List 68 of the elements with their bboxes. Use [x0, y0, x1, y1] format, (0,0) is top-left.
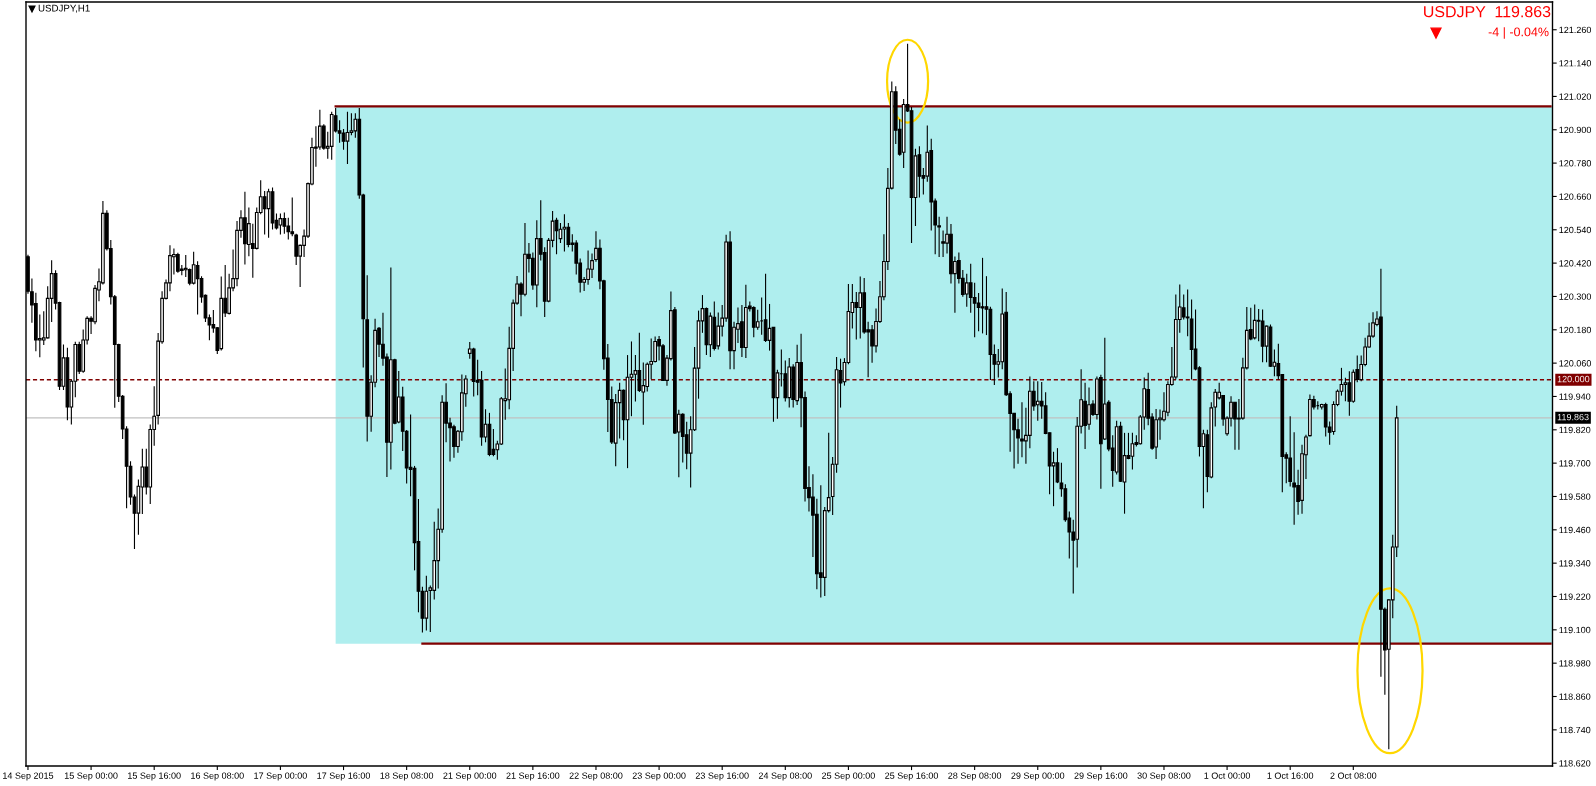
- candlestick: [1087, 387, 1091, 431]
- y-tick-label: 120.540: [1559, 226, 1592, 234]
- y-tick-label: 121.020: [1559, 93, 1592, 100]
- x-tick-label: 16 Sep 08:00: [191, 772, 244, 781]
- x-tick-label: 21 Sep 00:00: [443, 772, 497, 781]
- y-tick-label: 119.220: [1559, 593, 1591, 600]
- x-tick-label: 25 Sep 16:00: [885, 772, 939, 781]
- y-tick-label: 120.900: [1559, 126, 1592, 134]
- y-tick-label: 119.460: [1559, 526, 1591, 534]
- ref-line-label: 119.863: [1557, 413, 1589, 421]
- y-tick-label: 121.260: [1559, 26, 1592, 34]
- y-tick-label: 119.940: [1559, 393, 1591, 400]
- candlestick: [282, 211, 287, 235]
- candlestick: [716, 312, 721, 351]
- y-tick-label: 118.740: [1559, 726, 1591, 734]
- x-tick-label: 18 Sep 08:00: [380, 772, 434, 781]
- candlestick: [491, 428, 496, 457]
- x-tick-label: 1 Oct 00:00: [1204, 772, 1251, 779]
- y-tick-label: 120.060: [1559, 360, 1592, 367]
- x-tick-label: 25 Sep 00:00: [822, 772, 875, 781]
- candlestick: [1035, 380, 1040, 422]
- candlestick: [751, 305, 756, 338]
- x-tick-label: 29 Sep 16:00: [1074, 772, 1128, 781]
- y-tick-label: 120.660: [1559, 193, 1592, 200]
- candlestick: [286, 217, 291, 241]
- y-tick-label: 119.580: [1559, 493, 1591, 500]
- y-tick-label: 120.780: [1559, 160, 1592, 167]
- y-tick-label: 120.420: [1559, 260, 1592, 267]
- ref-line-label: 120.000: [1557, 375, 1590, 383]
- annotation: -4 | -0.04%: [1488, 27, 1549, 39]
- candlestick: [176, 252, 180, 274]
- x-tick-label: 29 Sep 00:00: [1011, 772, 1065, 781]
- x-tick-label: 28 Sep 08:00: [948, 772, 1002, 781]
- x-tick-label: 15 Sep 00:00: [64, 772, 118, 781]
- candlestick: [854, 291, 859, 341]
- x-tick-label: 21 Sep 16:00: [506, 772, 560, 781]
- x-tick-label: 17 Sep 16:00: [317, 772, 371, 781]
- y-tick-label: 118.620: [1559, 760, 1591, 767]
- y-tick-label: 119.340: [1559, 560, 1591, 567]
- x-tick-label: 30 Sep 08:00: [1137, 772, 1191, 781]
- candlestick: [972, 282, 977, 338]
- x-tick-label: 2 Oct 08:00: [1330, 772, 1377, 779]
- candlestick: [262, 190, 267, 236]
- candlestick: [562, 213, 567, 252]
- annotation: USDJPY 119.863: [1424, 5, 1551, 18]
- x-tick-label: 22 Sep 08:00: [569, 772, 623, 781]
- x-tick-label: 1 Oct 16:00: [1267, 772, 1314, 779]
- y-tick-label: 120.180: [1559, 326, 1592, 334]
- x-tick-label: 24 Sep 08:00: [758, 772, 812, 781]
- y-tick-label: 119.100: [1559, 626, 1591, 634]
- y-tick-label: 119.820: [1559, 426, 1591, 434]
- y-tick-label: 119.700: [1559, 460, 1591, 467]
- x-tick-label: 15 Sep 16:00: [128, 772, 181, 781]
- candlestick: [1252, 303, 1257, 341]
- candlestick: [964, 273, 969, 308]
- x-tick-label: 23 Sep 00:00: [632, 772, 686, 781]
- candlestick: [195, 260, 200, 316]
- x-tick-label: 17 Sep 00:00: [254, 772, 307, 781]
- y-tick-label: 121.140: [1559, 60, 1592, 67]
- y-tick-label: 118.980: [1559, 660, 1591, 667]
- candlestick: [341, 128, 346, 151]
- x-tick-label: 23 Sep 16:00: [695, 772, 749, 781]
- y-tick-label: 120.300: [1559, 293, 1592, 300]
- candlestick: [266, 188, 271, 239]
- candlestick: [278, 212, 283, 236]
- x-tick-label: 14 Sep 2015: [3, 772, 54, 781]
- chart-title: USDJPY,H1: [38, 4, 90, 13]
- y-tick-label: 118.860: [1559, 693, 1591, 700]
